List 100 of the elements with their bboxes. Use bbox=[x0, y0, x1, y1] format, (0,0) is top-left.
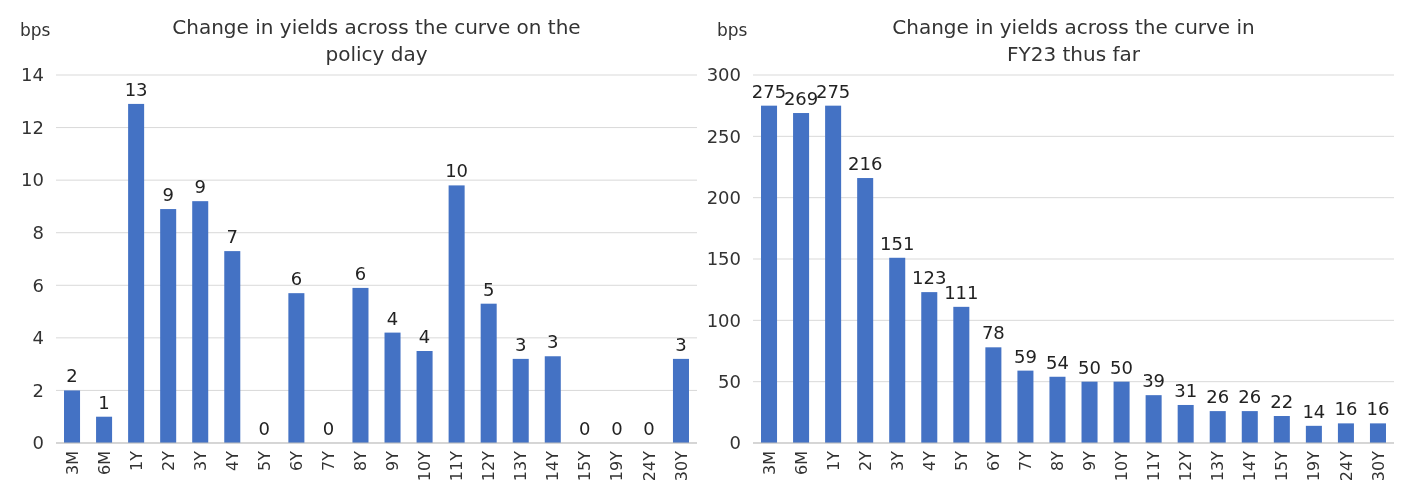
bar bbox=[192, 201, 209, 443]
x-tick-label: 8Y bbox=[351, 450, 371, 471]
bar bbox=[1145, 395, 1162, 443]
x-tick-label: 11Y bbox=[1144, 450, 1164, 482]
y-axis-title: bps bbox=[717, 20, 748, 40]
bar bbox=[224, 251, 241, 443]
x-tick-label: 8Y bbox=[1048, 450, 1068, 471]
y-tick-label: 2 bbox=[32, 379, 44, 401]
y-tick-label: 250 bbox=[706, 125, 741, 147]
bar bbox=[160, 209, 177, 443]
x-tick-label: 19Y bbox=[1304, 450, 1324, 482]
data-label: 39 bbox=[1142, 370, 1166, 392]
data-label: 22 bbox=[1270, 391, 1294, 413]
bar bbox=[1369, 423, 1386, 443]
data-label: 0 bbox=[258, 418, 271, 439]
data-label: 26 bbox=[1206, 386, 1230, 408]
x-tick-label: 6Y bbox=[286, 450, 306, 471]
data-label: 16 bbox=[1366, 398, 1390, 420]
chart-title: Change in yields across the curve on the policy day bbox=[172, 15, 581, 66]
x-tick-label: 3Y bbox=[887, 450, 907, 471]
y-tick-label: 6 bbox=[32, 274, 44, 296]
y-tick-label: 14 bbox=[21, 64, 44, 86]
bar bbox=[985, 347, 1002, 443]
bar bbox=[1049, 376, 1066, 443]
x-tick-label: 4Y bbox=[919, 450, 939, 471]
x-tick-label: 12Y bbox=[1176, 450, 1196, 482]
bar bbox=[1273, 416, 1290, 443]
x-tick-label: 3M bbox=[62, 451, 82, 475]
bar bbox=[1017, 370, 1034, 443]
x-tick-label: 14Y bbox=[543, 450, 563, 482]
x-tick-label: 1Y bbox=[823, 450, 843, 471]
data-label: 13 bbox=[124, 78, 148, 100]
data-label: 10 bbox=[445, 160, 469, 182]
bar bbox=[1081, 381, 1098, 443]
data-label: 3 bbox=[547, 331, 559, 353]
x-tick-label: 5Y bbox=[254, 450, 274, 471]
x-tick-label: 6M bbox=[94, 451, 114, 475]
x-tick-label: 15Y bbox=[1272, 450, 1292, 482]
data-label: 31 bbox=[1174, 379, 1198, 401]
bar bbox=[1241, 411, 1258, 443]
y-tick-label: 8 bbox=[32, 222, 44, 244]
bar bbox=[288, 293, 305, 443]
x-tick-label: 11Y bbox=[447, 450, 467, 482]
data-label: 0 bbox=[322, 418, 335, 439]
x-tick-label: 2Y bbox=[855, 450, 875, 471]
data-label: 14 bbox=[1302, 400, 1326, 422]
x-tick-label: 30Y bbox=[1368, 450, 1388, 482]
x-tick-label: 10Y bbox=[1112, 450, 1132, 482]
data-label: 78 bbox=[981, 322, 1005, 344]
x-tick-label: 1Y bbox=[126, 450, 146, 471]
bar bbox=[889, 257, 906, 443]
x-tick-label: 15Y bbox=[575, 450, 595, 482]
x-tick-label: 14Y bbox=[1240, 450, 1260, 482]
y-tick-label: 0 bbox=[729, 432, 741, 454]
x-tick-label: 2Y bbox=[158, 450, 178, 471]
data-label: 1 bbox=[98, 391, 110, 413]
bar bbox=[480, 303, 497, 443]
y-tick-label: 0 bbox=[32, 432, 44, 454]
data-label: 9 bbox=[162, 184, 174, 206]
y-tick-label: 4 bbox=[32, 327, 44, 349]
bar bbox=[1305, 425, 1322, 443]
x-tick-label: 4Y bbox=[222, 450, 242, 471]
chart-title: Change in yields across the curve in FY23 thus far bbox=[892, 15, 1255, 66]
data-label: 151 bbox=[880, 232, 915, 254]
bar bbox=[761, 105, 778, 443]
x-tick-label: 7Y bbox=[319, 450, 339, 471]
data-label: 6 bbox=[290, 268, 303, 290]
bar bbox=[544, 356, 561, 443]
x-tick-label: 7Y bbox=[1016, 450, 1036, 471]
y-tick-label: 150 bbox=[706, 248, 741, 270]
bar bbox=[1209, 411, 1226, 443]
bar bbox=[857, 178, 874, 443]
data-label: 59 bbox=[1013, 345, 1037, 367]
bar bbox=[128, 103, 145, 443]
y-tick-label: 10 bbox=[21, 169, 44, 191]
bar bbox=[384, 332, 401, 443]
bar bbox=[1337, 423, 1354, 443]
bar bbox=[672, 358, 689, 443]
y-axis-title: bps bbox=[20, 20, 51, 40]
data-label: 216 bbox=[848, 153, 883, 175]
data-label: 6 bbox=[354, 262, 367, 284]
bar bbox=[64, 390, 81, 443]
data-label: 2 bbox=[66, 365, 78, 387]
data-label: 0 bbox=[643, 418, 655, 439]
data-label: 3 bbox=[515, 333, 527, 355]
bar bbox=[825, 105, 842, 443]
y-tick-label: 12 bbox=[21, 116, 44, 138]
x-tick-label: 9Y bbox=[383, 450, 403, 471]
data-label: 7 bbox=[226, 226, 238, 248]
data-label: 16 bbox=[1334, 398, 1358, 420]
x-tick-label: 19Y bbox=[607, 450, 627, 482]
y-tick-label: 100 bbox=[706, 309, 741, 331]
x-tick-label: 5Y bbox=[951, 450, 971, 471]
data-label: 50 bbox=[1110, 356, 1134, 378]
data-label: 0 bbox=[579, 418, 591, 439]
x-tick-label: 6M bbox=[791, 451, 811, 475]
bar bbox=[953, 306, 970, 443]
x-tick-label: 13Y bbox=[511, 450, 531, 482]
x-tick-label: 10Y bbox=[415, 450, 435, 482]
bar bbox=[352, 287, 369, 443]
